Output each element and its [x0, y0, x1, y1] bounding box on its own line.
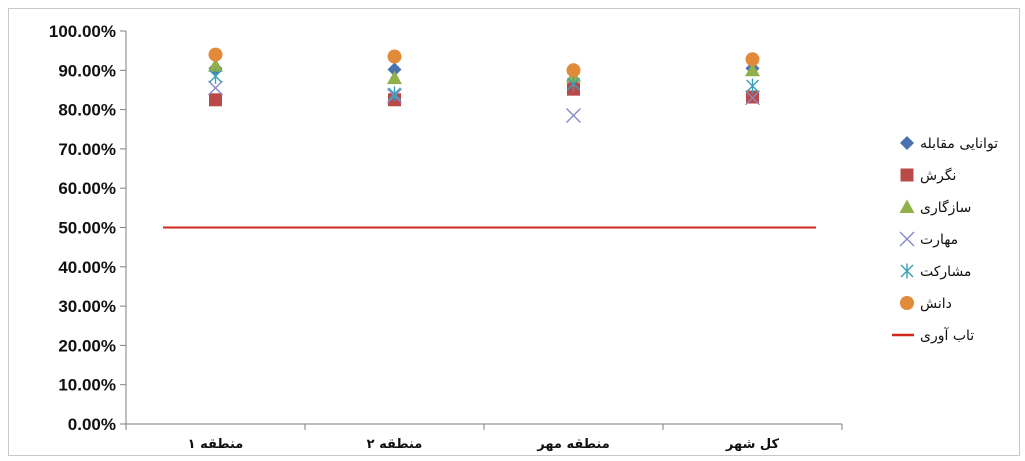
legend-label: مهارت: [920, 232, 958, 248]
data-point-series-4: [745, 90, 760, 106]
legend-swatch: [900, 263, 914, 279]
data-point-series-6: [387, 49, 402, 64]
x-tick-label: کل شهر: [725, 437, 780, 452]
y-tick-label: 0.00%: [68, 415, 116, 434]
legend-label: دانش: [920, 296, 952, 312]
data-point-series-3: [745, 62, 760, 77]
data-point-series-5: [388, 86, 401, 102]
legend-label: تاب آوری: [920, 327, 974, 344]
data-point-series-4: [566, 108, 581, 123]
data-point-series-3: [387, 70, 402, 85]
legend-swatch: [900, 168, 914, 182]
y-tick-label: 80.00%: [58, 101, 116, 120]
data-point-series-6: [566, 63, 581, 78]
legend-label: نگرش: [920, 167, 956, 184]
legend-label: سازگاری: [920, 199, 971, 216]
chart-frame: [8, 8, 1020, 456]
data-point-series-4: [208, 80, 223, 96]
data-point-series-6: [208, 47, 223, 62]
data-point-series-5: [746, 78, 759, 94]
legend-swatch: [899, 199, 915, 213]
x-tick-label: منطقه ۱: [188, 437, 244, 452]
x-tick-label: منطقه ۲: [367, 437, 423, 452]
x-tick-label: منطقه مهر: [536, 437, 610, 452]
y-tick-label: 30.00%: [58, 297, 116, 316]
data-point-series-6: [745, 52, 760, 67]
data-point-series-5: [209, 68, 222, 84]
legend-swatch: [900, 296, 914, 310]
legend-label: توانایی مقابله: [920, 136, 998, 152]
y-tick-label: 20.00%: [58, 336, 116, 355]
legend-label: مشارکت: [920, 264, 971, 280]
y-tick-label: 90.00%: [58, 61, 116, 80]
y-tick-label: 50.00%: [58, 219, 116, 238]
data-point-series-1: [387, 62, 402, 77]
data-point-series-5: [567, 76, 580, 92]
y-tick-label: 10.00%: [58, 376, 116, 395]
y-tick-label: 40.00%: [58, 258, 116, 277]
data-point-series-3: [208, 58, 223, 72]
legend-swatch: [899, 231, 915, 247]
y-tick-label: 100.00%: [49, 22, 116, 41]
y-tick-label: 70.00%: [58, 140, 116, 159]
legend-swatch: [900, 136, 914, 150]
data-point-series-2: [209, 93, 222, 107]
y-tick-label: 60.00%: [58, 179, 116, 198]
